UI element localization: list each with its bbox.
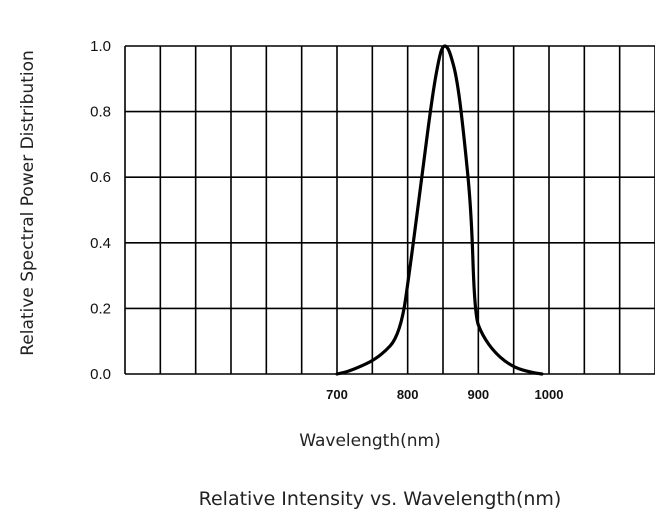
chart-caption: Relative Intensity vs. Wavelength(nm): [199, 488, 562, 510]
y-axis-label: Relative Spectral Power Distribution: [18, 50, 38, 356]
y-tick-label: 0.8: [90, 104, 111, 121]
y-tick-label: 0.4: [90, 235, 111, 252]
chart-grid: [124, 45, 655, 375]
y-tick-label: 1.0: [90, 38, 111, 55]
x-tick-label: 800: [397, 387, 419, 402]
x-tick-label: 900: [467, 387, 489, 402]
y-tick-label: 0.6: [90, 169, 111, 186]
y-tick-label: 0.0: [90, 366, 111, 383]
x-axis-label: Wavelength(nm): [299, 431, 440, 451]
y-tick-label: 0.2: [90, 300, 111, 317]
x-tick-label: 700: [326, 387, 348, 402]
x-tick-label: 1000: [535, 387, 564, 402]
y-tick-labels: 0.0 0.2 0.4 0.6 0.8 1.0: [90, 38, 111, 383]
plot-area: [335, 44, 544, 376]
x-tick-labels: 700 800 900 1000: [326, 387, 563, 402]
series-line: [335, 44, 544, 376]
